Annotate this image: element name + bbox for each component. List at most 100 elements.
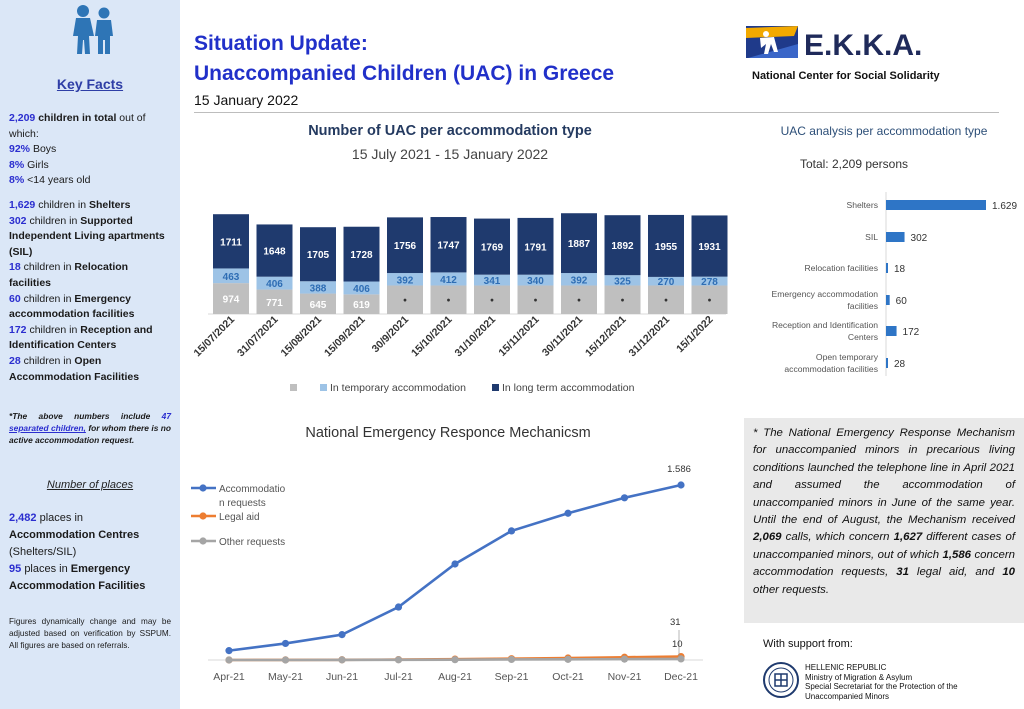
legend-label: Accommodatio [219, 484, 286, 495]
bar-value-label: • [403, 296, 407, 307]
bar-segment-temporary [300, 281, 336, 294]
places-list: 2,482 places in Accommodation Centres (S… [9, 510, 171, 595]
analysis-category-label: Shelters [846, 200, 878, 210]
end-value-label: 10 [672, 639, 683, 650]
line-point [677, 481, 685, 489]
bar-segment-temporary [648, 276, 684, 286]
note-number: 47 [161, 411, 171, 421]
note-link[interactable]: separated children, [9, 423, 86, 433]
type-prefix: children in [23, 261, 72, 274]
ministry-text: HELLENIC REPUBLIC Ministry of Migration … [805, 663, 958, 701]
bar-value-label: • [664, 296, 668, 307]
line-point [281, 639, 290, 648]
x-tick-label: 15/09/2021 [322, 314, 368, 360]
type-count: 1,629 [9, 199, 36, 211]
bar-value-label: • [621, 296, 625, 307]
x-tick-label: Dec-21 [664, 671, 698, 683]
bar-value-label: 645 [310, 300, 327, 311]
children-icon [73, 5, 113, 54]
x-tick-label: 30/11/2021 [540, 314, 585, 359]
x-tick-label: 31/07/2021 [235, 314, 281, 360]
analysis-category-label: facilities [847, 301, 878, 311]
place-prefix: places in [24, 563, 68, 575]
bar-value-label: 392 [397, 275, 414, 286]
analysis-value-label: 60 [896, 296, 908, 307]
note-text: * The National Emergency Response Mechan… [753, 427, 1015, 527]
type-prefix: children in [29, 214, 78, 227]
bar-segment-temporary [691, 276, 728, 286]
bar-value-label: • [447, 296, 451, 307]
analysis-category-label: SIL [865, 232, 878, 242]
bar-segment-long-term [256, 224, 293, 277]
under14-percent: 8% [9, 174, 25, 187]
note-suffix: for whom there is no active accommodatio… [9, 423, 171, 445]
analysis-value-label: 18 [894, 264, 906, 275]
analysis-horizontal-bar-chart: 1.629 Shelters 302 SIL 18 Relocation faciliti… [771, 192, 1017, 376]
bar-value-label: 1791 [524, 242, 547, 253]
legend-swatch-temporary [320, 384, 327, 391]
bar-value-label: • [577, 296, 581, 307]
analysis-category-label: accommodation facilities [784, 364, 878, 374]
totals-block: 2,209 children in total out of which: 92… [9, 111, 171, 189]
cases-count: 1,627 [893, 531, 923, 544]
bar-value-label: 974 [223, 295, 240, 306]
separated-children-note: *The above numbers include 47 separated … [9, 410, 171, 446]
end-value-label: 1.586 [667, 464, 691, 475]
legend-label-temporary: In temporary accommodation [330, 382, 466, 394]
bar-segment-other [691, 285, 728, 314]
bar-segment-other [300, 293, 336, 314]
x-tick-label: 15/07/2021 [194, 314, 237, 360]
bar-segment-other [517, 285, 554, 314]
logo-subtitle: National Center for Social Solidarity [752, 70, 940, 82]
bar-segment-long-term [648, 214, 684, 277]
note-text: other requests. [753, 583, 829, 596]
bar-segment-long-term [300, 227, 336, 282]
end-value-label: 31 [670, 617, 681, 628]
bar-value-label: 412 [440, 275, 457, 286]
type-name: Open Accommodation Facilities [9, 354, 140, 383]
type-item: 172 children in Reception and Identifica… [9, 323, 171, 354]
legend-swatch-other [290, 384, 297, 391]
type-item: 18 children in Relocation facilities [9, 260, 171, 291]
bar-value-label: • [490, 296, 494, 307]
bar-chart-subtitle: 15 July 2021 - 15 January 2022 [351, 146, 549, 162]
type-prefix: children in [23, 354, 72, 367]
line-point [620, 494, 629, 502]
type-name: Reception and Identification Centers [9, 323, 153, 352]
legend-marker [199, 484, 207, 492]
support-label: With support from: [763, 638, 853, 650]
line-point [338, 656, 346, 664]
x-tick-label: Jun-21 [326, 671, 358, 683]
x-tick-label: Nov-21 [608, 671, 642, 683]
line-point [394, 603, 403, 611]
line-point [451, 656, 459, 664]
analysis-category-label: Centers [848, 332, 878, 342]
bar-value-label: 1955 [655, 242, 678, 253]
bar-value-label: 406 [266, 279, 283, 290]
page-title-line2: Unaccompanied Children (UAC) in Greece [194, 62, 615, 85]
line-point [564, 655, 572, 663]
place-name: Emergency Accommodation Facilities [9, 563, 146, 592]
analysis-value-label: 1.629 [992, 201, 1017, 212]
legend-marker [199, 512, 207, 520]
analysis-category-label: Reception and Identification [772, 320, 878, 330]
bar-value-label: 1892 [611, 241, 634, 252]
type-count: 302 [9, 214, 27, 227]
bar-segment-temporary [430, 272, 467, 286]
type-name: Relocation facilities [9, 261, 129, 289]
x-tick-label: Aug-21 [438, 671, 472, 683]
line-point [225, 656, 233, 664]
bar-segment-long-term [213, 214, 249, 269]
bar-value-label: 619 [353, 300, 370, 311]
bar-value-label: 771 [266, 298, 283, 309]
bar-value-label: 1711 [220, 237, 242, 248]
bar-segment-other [343, 294, 380, 314]
note-text: legal aid, and [908, 566, 1003, 579]
x-tick-label: May-21 [268, 671, 303, 683]
bar-segment-temporary [343, 281, 380, 295]
line-point [564, 509, 572, 517]
ministry-line: Unaccompanied Minors [805, 691, 890, 701]
x-tick-label: Apr-21 [213, 671, 245, 683]
line-point [394, 656, 403, 664]
x-tick-label: 15/11/2021 [496, 314, 541, 359]
